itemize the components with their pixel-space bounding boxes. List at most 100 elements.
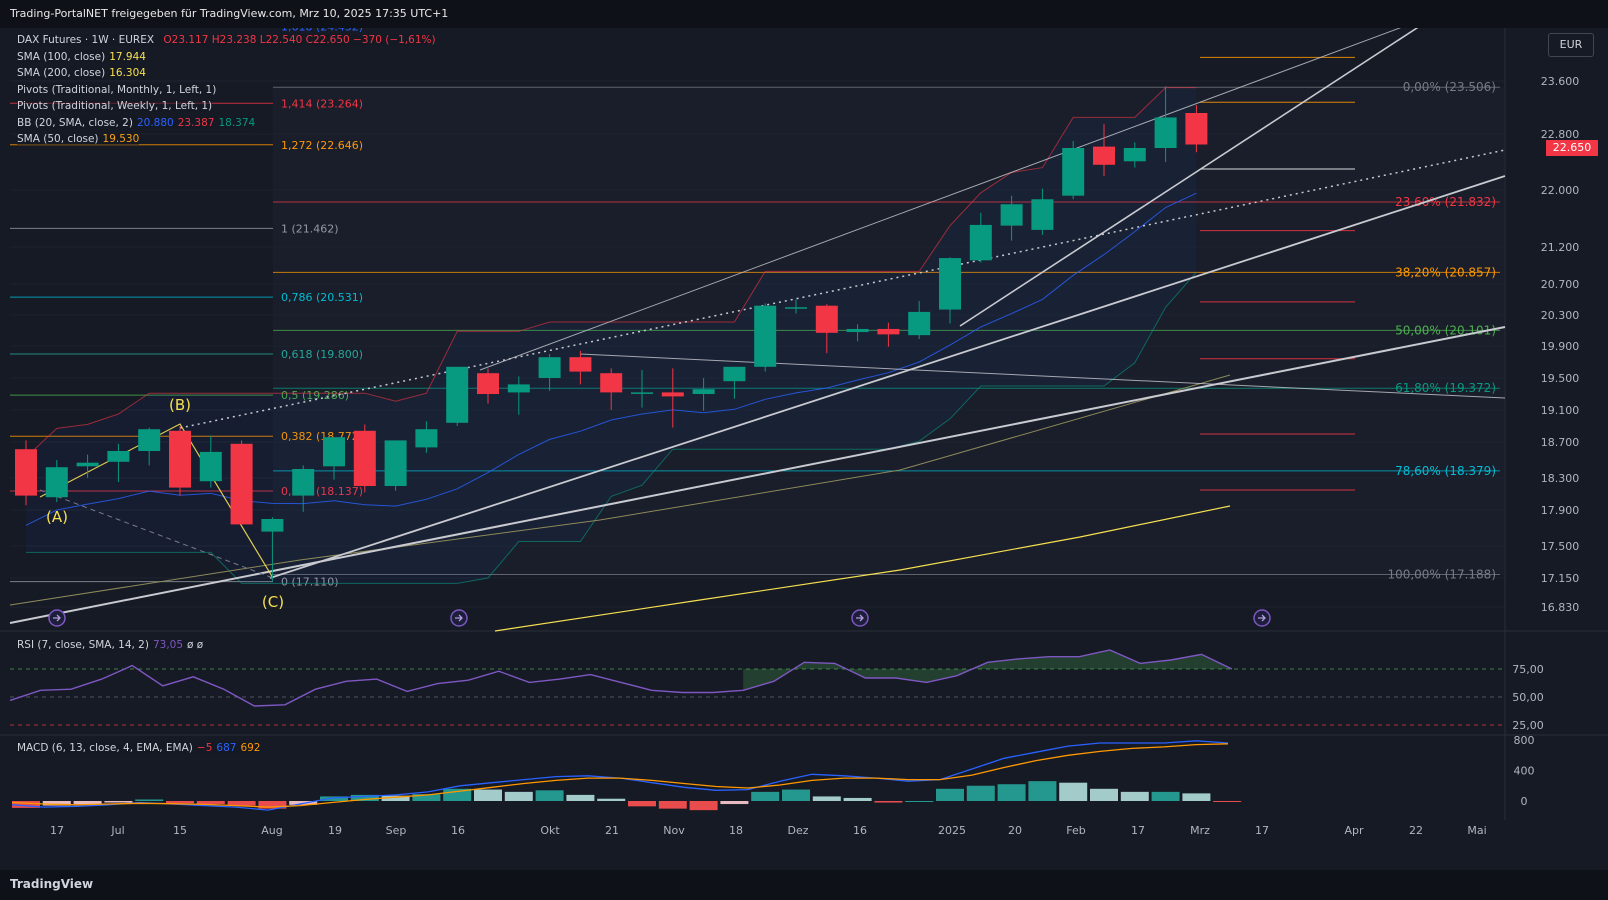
macd-histogram-bar	[258, 801, 287, 809]
macd-histogram-bar	[42, 801, 71, 806]
macd-histogram-bar	[535, 790, 564, 801]
pivots-monthly-label: Pivots (Traditional, Monthly, 1, Left, 1…	[17, 84, 217, 96]
legend-pivots-weekly[interactable]: Pivots (Traditional, Weekly, 1, Left, 1)	[17, 100, 213, 112]
time-tick-label: 17	[50, 824, 64, 837]
macd-tick-label: 800	[1514, 734, 1535, 747]
macd-histogram-bar	[1090, 788, 1118, 801]
macd-histogram-bar	[936, 788, 964, 801]
macd-histogram-bar	[196, 801, 225, 805]
fib-retracement-label: 0,00% (23.506)	[1403, 80, 1496, 94]
event-arrow-icon	[455, 614, 463, 622]
candle-body	[230, 443, 253, 525]
legend-pivots-monthly[interactable]: Pivots (Traditional, Monthly, 1, Left, 1…	[17, 84, 217, 96]
time-tick-label: 16	[451, 824, 465, 837]
sma50-value: 19.530	[102, 133, 140, 145]
time-tick-label: 19	[328, 824, 342, 837]
legend-bb[interactable]: BB (20, SMA, close, 2) 20.880 23.387 18.374	[17, 117, 256, 129]
macd-hist-value: −5	[196, 742, 213, 754]
rsi-line	[9, 649, 1233, 707]
rsi-value: 73,05	[152, 639, 184, 651]
tradingview-logo: TradingView	[10, 877, 94, 891]
macd-histogram-bar	[997, 784, 1026, 801]
time-tick-label: 17	[1255, 824, 1269, 837]
macd-histogram-bar	[412, 794, 441, 801]
macd-histogram-bar	[658, 801, 687, 809]
macd-histogram-bar	[1120, 791, 1149, 801]
trendline-channel-lower	[269, 175, 1506, 579]
price-tick-label: 17.900	[1541, 504, 1580, 517]
macd-histogram-bar	[1028, 781, 1057, 801]
rsi-overbought-fill	[743, 650, 1232, 691]
price-tick-label: 18.700	[1541, 436, 1580, 449]
candle-body	[877, 328, 900, 335]
time-tick-label: Apr	[1344, 824, 1364, 837]
legend-sma200[interactable]: SMA (200, close) 16.304	[17, 67, 146, 79]
price-tick-label: 23.600	[1541, 75, 1580, 88]
trendline-steep	[959, 25, 1421, 327]
price-tick-label: 20.300	[1541, 309, 1580, 322]
macd-line-value: 687	[216, 742, 237, 754]
price-tick-label: 19.100	[1541, 404, 1580, 417]
candle-body	[199, 451, 222, 482]
ohlc-values: O23.117 H23.238 L22.540 C22.650 −370 (−1…	[163, 34, 436, 46]
currency-selector[interactable]: EUR	[1548, 33, 1594, 57]
candle-body	[908, 311, 931, 336]
candle-body	[292, 469, 315, 496]
bb-upper: 23.387	[177, 117, 215, 129]
macd-histogram-bar	[227, 801, 256, 806]
candle-body	[692, 389, 715, 394]
bb-lower-line	[26, 271, 1197, 584]
candle-body	[754, 305, 777, 367]
time-axis: 17 Jul 15 Aug 19 Sep 16 Okt 21 Nov 18 Dez 16 2025 20 Fe…	[50, 824, 1487, 837]
macd-histogram-bar	[350, 794, 379, 801]
time-tick-label: 17	[1131, 824, 1145, 837]
candle-body	[969, 224, 992, 261]
macd-label: MACD (6, 13, close, 4, EMA, EMA)	[17, 742, 193, 754]
macd-histogram-bar	[504, 791, 533, 801]
candle-body	[1154, 117, 1177, 148]
sma50-line	[494, 505, 1231, 632]
legend-rsi[interactable]: RSI (7, close, SMA, 14, 2) 73,05 ø ø	[17, 639, 204, 651]
fib-extension-label: 0 (17.110)	[281, 576, 339, 589]
candle-body	[1185, 112, 1208, 145]
bottom-bar: TradingView	[0, 870, 1608, 900]
fib-extension-label: 1,414 (23.264)	[281, 97, 363, 110]
legend-sma100[interactable]: SMA (100, close) 17.944	[17, 51, 146, 63]
candle-body	[600, 373, 623, 393]
wave-label-b: (B)	[169, 396, 191, 414]
price-axis: 23.600 22.800 22.000 21.200 20.700 20.300 19.9…	[1541, 75, 1580, 614]
macd-histogram-bar	[966, 785, 995, 801]
time-tick-label: 20	[1008, 824, 1022, 837]
event-arrow-icon	[53, 614, 61, 622]
annotations: (A) (B) (C)	[46, 396, 1271, 627]
macd-histogram-bar	[720, 801, 749, 805]
fib-extension-label: 0,618 (19.800)	[281, 348, 363, 361]
legend-macd[interactable]: MACD (6, 13, close, 4, EMA, EMA) −5 687 692	[17, 742, 261, 754]
candle-body	[169, 430, 191, 488]
rsi-extra: ø ø	[187, 639, 204, 651]
price-tick-label: 19.900	[1541, 340, 1580, 353]
macd-tick-label: 0	[1521, 795, 1528, 808]
trendline-falling	[579, 353, 1506, 399]
price-tick-label: 22.000	[1541, 184, 1580, 197]
abc-dashed	[39, 489, 274, 579]
bb-upper-line	[25, 87, 1197, 458]
trendline-channel-upper	[479, 25, 1406, 371]
legend-sma50[interactable]: SMA (50, close) 19.530	[17, 133, 140, 145]
macd-histogram-bar	[73, 801, 102, 805]
bb-fill	[26, 87, 1197, 584]
bb-lower: 18.374	[218, 117, 256, 129]
candle-body	[538, 357, 561, 378]
macd-histogram-bar	[474, 789, 502, 801]
macd-histogram-bar	[166, 801, 194, 804]
trendline-dotted	[179, 149, 1506, 429]
macd-histogram-bar	[751, 791, 780, 801]
time-tick-label: 21	[605, 824, 619, 837]
macd-histogram-bar	[1059, 782, 1088, 801]
legend-symbol[interactable]: DAX Futures · 1W · EUREX O23.117 H23.238…	[17, 34, 436, 46]
bb-label: BB (20, SMA, close, 2)	[17, 117, 133, 129]
macd-histogram-bar	[843, 797, 872, 801]
macd-signal-line	[11, 743, 1229, 808]
candle-body	[569, 357, 592, 372]
